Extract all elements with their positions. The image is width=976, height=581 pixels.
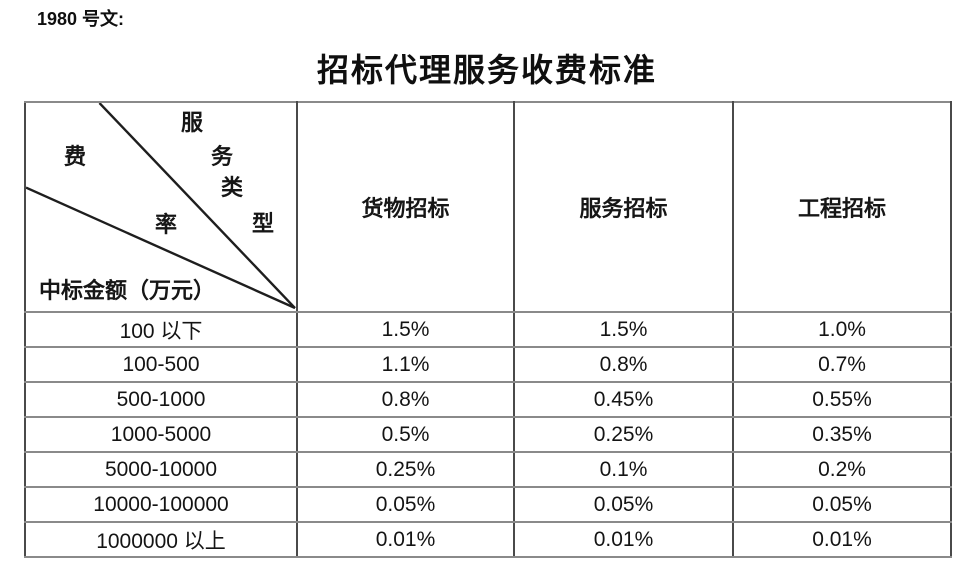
table-row: 10000-100000 0.05% 0.05% 0.05% xyxy=(24,486,952,523)
amount-range-cell: 100 以下 xyxy=(24,311,298,348)
works-rate-cell: 0.7% xyxy=(732,346,952,383)
corner-label-service-type-char2: 务 xyxy=(211,144,234,169)
services-rate-cell: 0.05% xyxy=(513,486,734,523)
amount-range-cell: 100-500 xyxy=(24,346,298,383)
works-rate-cell: 0.2% xyxy=(732,451,952,488)
services-rate-cell: 0.25% xyxy=(513,416,734,453)
services-rate-cell: 0.1% xyxy=(513,451,734,488)
amount-range-cell: 1000000 以上 xyxy=(24,521,298,558)
works-rate-cell: 0.35% xyxy=(732,416,952,453)
page-title: 招标代理服务收费标准 xyxy=(316,52,657,88)
corner-label-service-type-char4: 型 xyxy=(252,211,275,236)
goods-rate-cell: 1.5% xyxy=(296,311,515,348)
table-row: 100 以下 1.5% 1.5% 1.0% xyxy=(24,311,952,348)
corner-label-service-type-char1: 服 xyxy=(181,110,204,135)
doc-reference: 1980 号文: xyxy=(37,9,125,29)
table-row: 500-1000 0.8% 0.45% 0.55% xyxy=(24,381,952,418)
column-header-services-bidding: 服务招标 xyxy=(513,101,734,313)
goods-rate-cell: 0.01% xyxy=(296,521,515,558)
corner-row-axis-label: 中标金额（万元） xyxy=(39,278,216,303)
works-rate-cell: 0.01% xyxy=(732,521,952,558)
diagonal-split-lines xyxy=(26,103,296,310)
goods-rate-cell: 0.8% xyxy=(296,381,515,418)
table-row: 1000-5000 0.5% 0.25% 0.35% xyxy=(24,416,952,453)
amount-range-cell: 500-1000 xyxy=(24,381,298,418)
amount-range-cell: 5000-10000 xyxy=(24,451,298,488)
column-header-goods-bidding: 货物招标 xyxy=(296,101,515,313)
column-header-works-bidding: 工程招标 xyxy=(732,101,952,313)
goods-rate-cell: 0.25% xyxy=(296,451,515,488)
corner-label-fee-rate-char2: 率 xyxy=(155,212,178,237)
fee-table: 服 务 类 型 费 率 中标金额（万元） 货物招标 服务招标 工程招标 100 … xyxy=(24,101,952,558)
services-rate-cell: 0.8% xyxy=(513,346,734,383)
goods-rate-cell: 1.1% xyxy=(296,346,515,383)
works-rate-cell: 1.0% xyxy=(732,311,952,348)
goods-rate-cell: 0.05% xyxy=(296,486,515,523)
services-rate-cell: 0.01% xyxy=(513,521,734,558)
works-rate-cell: 0.55% xyxy=(732,381,952,418)
goods-rate-cell: 0.5% xyxy=(296,416,515,453)
amount-range-cell: 1000-5000 xyxy=(24,416,298,453)
table-corner-cell: 服 务 类 型 费 率 中标金额（万元） xyxy=(24,101,298,313)
services-rate-cell: 0.45% xyxy=(513,381,734,418)
services-rate-cell: 1.5% xyxy=(513,311,734,348)
table-row: 1000000 以上 0.01% 0.01% 0.01% xyxy=(24,521,952,558)
corner-label-service-type-char3: 类 xyxy=(221,175,244,200)
amount-range-cell: 10000-100000 xyxy=(24,486,298,523)
table-row: 5000-10000 0.25% 0.1% 0.2% xyxy=(24,451,952,488)
header-row: 服 务 类 型 费 率 中标金额（万元） 货物招标 服务招标 工程招标 xyxy=(24,101,952,313)
table-row: 100-500 1.1% 0.8% 0.7% xyxy=(24,346,952,383)
works-rate-cell: 0.05% xyxy=(732,486,952,523)
corner-label-fee-rate-char1: 费 xyxy=(64,144,87,169)
